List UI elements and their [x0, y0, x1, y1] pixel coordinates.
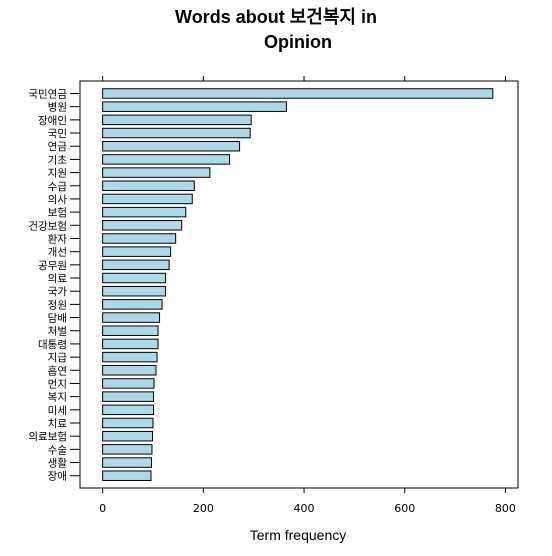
category-label-3: 장애인	[38, 115, 67, 127]
bar-10	[102, 206, 187, 218]
bar-8	[102, 180, 195, 192]
category-label-27: 의료보험	[28, 431, 67, 443]
category-label-30: 장애	[48, 471, 67, 483]
bar-12	[102, 233, 177, 244]
x-tick-label-0: 0	[99, 502, 106, 515]
x-tick-label-600: 600	[394, 502, 415, 515]
chart-title-line2: Opinion	[264, 32, 332, 52]
category-label-9: 의사	[48, 194, 68, 206]
category-label-26: 치료	[48, 418, 68, 430]
bar-21	[102, 351, 158, 363]
category-labels: 국민연금병원장애인국민연금기초지원수급의사보험건강보험환자개선공무원의료국가정원…	[28, 89, 80, 483]
category-label-16: 국가	[48, 286, 68, 298]
bar-18	[102, 312, 161, 323]
bar-5	[102, 140, 241, 152]
category-label-21: 지급	[48, 352, 68, 364]
category-label-1: 국민연금	[28, 89, 67, 101]
chart-title-line1: Words about 보건복지 in	[175, 7, 377, 27]
bar-23	[102, 378, 155, 389]
x-tick-label-800: 800	[495, 502, 516, 515]
bar-29	[102, 457, 152, 468]
bar-25	[102, 404, 155, 416]
category-label-28: 수술	[48, 444, 68, 456]
bar-24	[102, 391, 155, 402]
x-axis-title: Term frequency	[250, 527, 346, 543]
bar-9	[102, 193, 193, 205]
bar-15	[102, 272, 167, 284]
category-label-14: 공무원	[38, 260, 67, 272]
bar-14	[102, 259, 170, 271]
bar-7	[102, 167, 211, 178]
category-label-20: 대통령	[38, 339, 67, 351]
bar-28	[102, 444, 153, 455]
x-tick-label-200: 200	[193, 502, 214, 515]
x-tick-label-400: 400	[294, 502, 315, 515]
bar-30	[102, 470, 152, 481]
category-label-11: 건강보험	[28, 220, 67, 232]
bar-22	[102, 365, 157, 376]
bar-19	[102, 325, 159, 336]
bar-16	[102, 285, 167, 297]
category-label-18: 담배	[48, 313, 67, 325]
x-axis-ticks: 0 200 400 600 800	[99, 76, 516, 515]
category-label-5: 연금	[48, 141, 68, 153]
category-label-17: 정원	[48, 299, 67, 311]
category-label-13: 개선	[48, 247, 67, 259]
bar-17	[102, 299, 163, 310]
category-label-12: 환자	[48, 233, 68, 245]
category-label-10: 보험	[48, 207, 67, 219]
category-label-6: 기초	[48, 154, 68, 166]
bar-1	[102, 88, 494, 99]
category-label-23: 먼지	[48, 378, 67, 390]
bars-group	[102, 88, 494, 481]
bar-3	[102, 114, 252, 126]
bar-11	[102, 220, 183, 231]
category-label-24: 복지	[48, 392, 67, 404]
bar-6	[102, 154, 231, 165]
category-label-2: 병원	[48, 102, 67, 114]
category-label-22: 흡연	[48, 364, 67, 377]
category-label-29: 생활	[48, 457, 68, 470]
category-label-15: 의료	[48, 273, 68, 285]
category-label-25: 미세	[48, 405, 67, 417]
bar-13	[102, 246, 172, 257]
bar-2	[102, 101, 287, 112]
bar-20	[102, 338, 159, 350]
bar-26	[102, 417, 154, 429]
category-label-8: 수급	[48, 181, 68, 193]
plot-frame	[79, 80, 519, 489]
bar-4	[102, 127, 251, 139]
category-label-7: 지원	[48, 168, 67, 180]
category-label-19: 처벌	[48, 326, 67, 338]
bar-27	[102, 430, 153, 442]
category-label-4: 국민	[48, 128, 67, 140]
